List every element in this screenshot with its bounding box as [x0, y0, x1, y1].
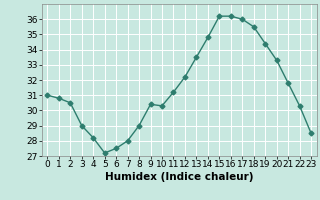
X-axis label: Humidex (Indice chaleur): Humidex (Indice chaleur): [105, 172, 253, 182]
